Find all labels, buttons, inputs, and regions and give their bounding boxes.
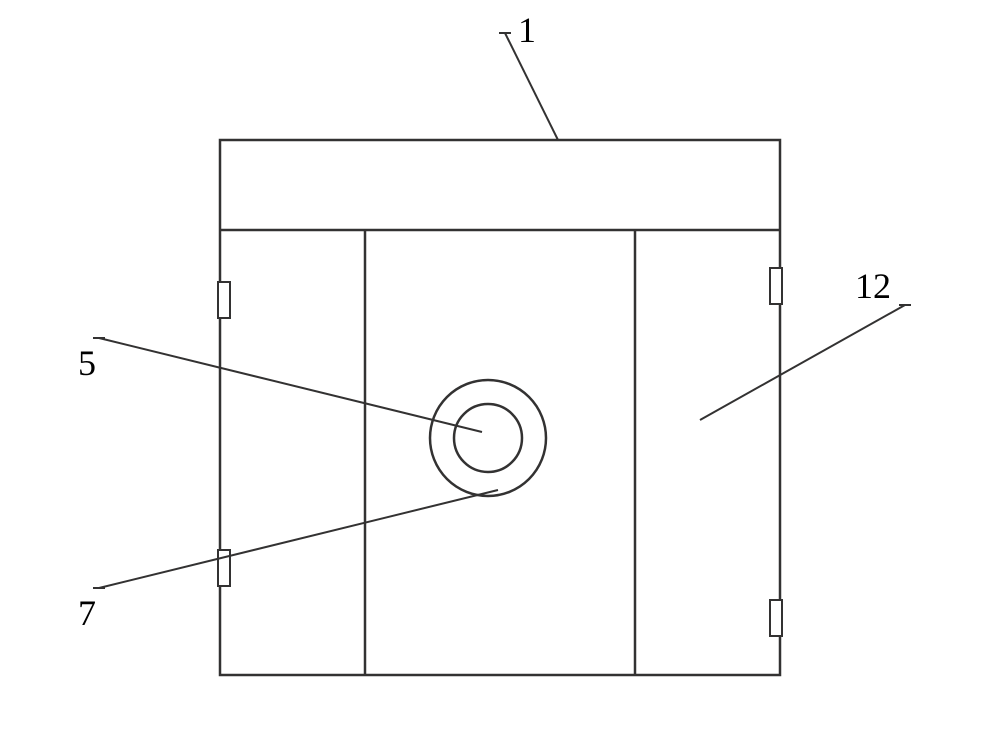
callout-label-left_lower: 7 (78, 593, 96, 633)
callout-line-right (700, 305, 905, 420)
left-hinge-top (218, 282, 230, 318)
callout-label-right: 12 (855, 266, 891, 306)
callout-line-left_upper (99, 338, 482, 432)
outer-circle (430, 380, 546, 496)
callout-label-left_upper: 5 (78, 343, 96, 383)
callout-line-left_lower (99, 490, 498, 588)
right-hinge-bottom (770, 600, 782, 636)
right-hinge-top (770, 268, 782, 304)
inner-circle (454, 404, 522, 472)
callout-label-top: 1 (518, 10, 536, 50)
